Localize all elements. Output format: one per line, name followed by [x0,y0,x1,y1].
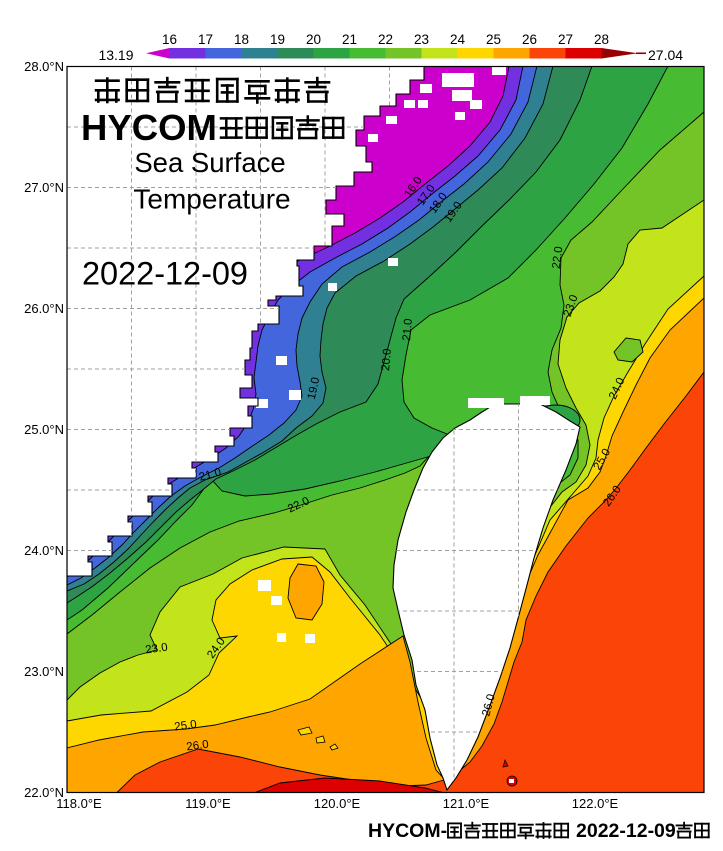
svg-text:26.0: 26.0 [186,739,210,754]
svg-text:21: 21 [342,32,357,47]
svg-text:23.0°N: 23.0°N [24,664,64,679]
svg-text:28: 28 [594,32,609,47]
svg-text:27.0°N: 27.0°N [24,180,64,195]
svg-text:24: 24 [450,32,466,47]
svg-text:2022-12-09: 2022-12-09 [576,820,676,842]
svg-text:22: 22 [378,32,393,47]
svg-text:26.0°N: 26.0°N [24,301,64,316]
svg-text:22.0: 22.0 [551,246,566,270]
svg-text:2022-12-09: 2022-12-09 [82,256,248,292]
svg-text:27.04: 27.04 [648,47,683,63]
svg-text:25: 25 [486,32,501,47]
svg-text:16: 16 [162,32,177,47]
svg-text:26: 26 [522,32,537,47]
svg-text:25.0°N: 25.0°N [24,422,64,437]
svg-text:18: 18 [234,32,249,47]
svg-text:23.0: 23.0 [145,642,169,657]
svg-text:HYCOM: HYCOM [81,107,217,148]
svg-text:23: 23 [414,32,429,47]
svg-text:Sea Surface: Sea Surface [134,147,285,178]
svg-text:19: 19 [270,32,285,47]
svg-text:21.0: 21.0 [198,466,223,483]
svg-text:17: 17 [198,32,213,47]
svg-text:26.0: 26.0 [480,693,497,718]
svg-text:28.0°N: 28.0°N [24,59,64,74]
svg-text:122.0°E: 122.0°E [572,796,619,811]
svg-text:27: 27 [558,32,573,47]
svg-text:121.0°E: 121.0°E [443,796,490,811]
svg-text:HYCOM-: HYCOM- [368,820,447,842]
svg-text:24.0°N: 24.0°N [24,543,64,558]
svg-text:118.0°E: 118.0°E [56,796,102,811]
svg-text:Temperature: Temperature [133,184,290,215]
svg-text:20: 20 [306,32,321,47]
svg-text:119.0°E: 119.0°E [185,796,231,811]
svg-text:20.0: 20.0 [380,348,394,371]
svg-text:22.0°N: 22.0°N [24,785,64,800]
svg-text:19.0: 19.0 [306,376,322,400]
svg-text:25.0: 25.0 [174,719,198,734]
svg-text:21.0: 21.0 [401,318,415,341]
svg-text:13.19: 13.19 [98,47,133,63]
svg-text:120.0°E: 120.0°E [314,796,361,811]
